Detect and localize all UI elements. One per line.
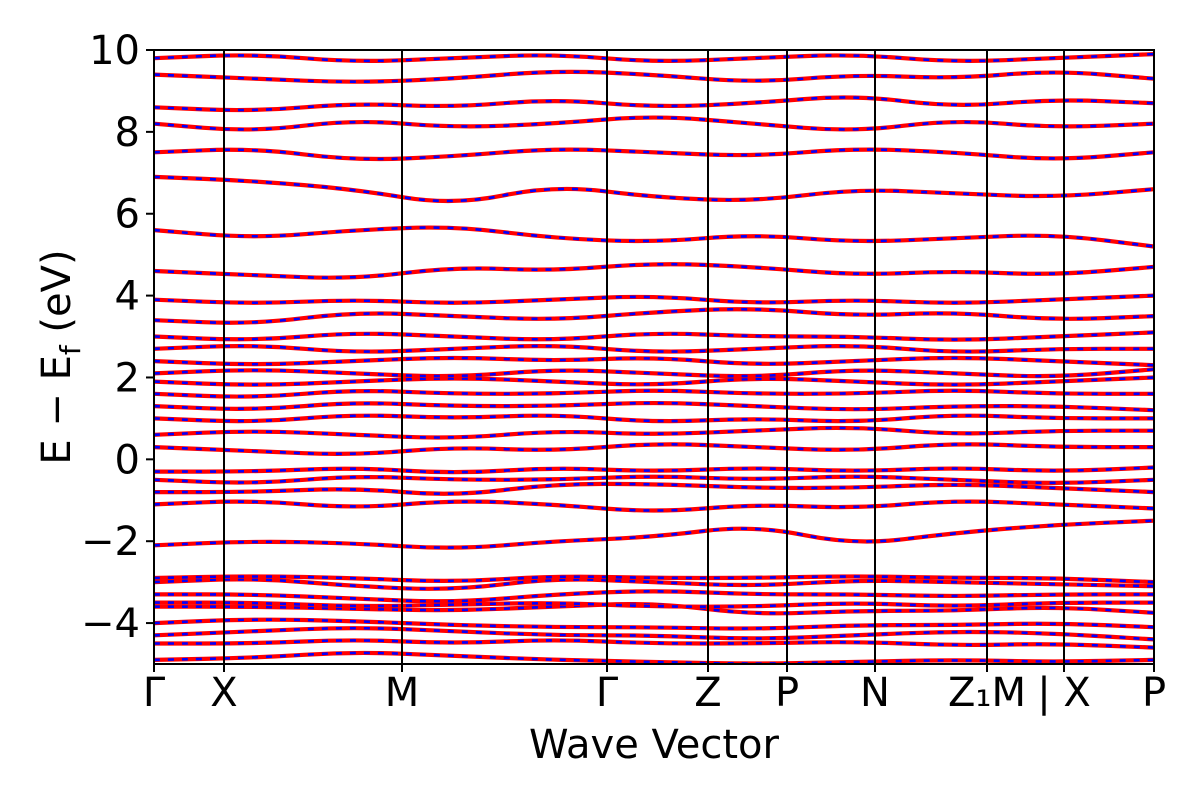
y-axis-label-tail: (eV) [34,249,80,345]
x-axis-label: Wave Vector [529,722,780,768]
band-line-red [154,375,1154,387]
x-tick-label: Γ [143,670,166,716]
x-tick-label: | X [1037,670,1091,716]
band-line-red [154,481,1154,496]
band-line-red [154,52,1154,64]
y-tick-label: −4 [81,601,140,647]
band-line-red [154,262,1154,280]
y-tick-label: 6 [115,192,140,238]
band-line-blue [154,175,1154,203]
band-line-blue [154,116,1154,131]
x-tick-label: Γ [596,670,619,716]
band-line-red [154,115,1154,132]
x-tick-label: M [385,670,420,716]
band-line-blue [154,389,1154,398]
band-line-red [154,442,1154,456]
band-line-blue [154,262,1154,279]
band-line-blue [154,356,1154,367]
band-line-blue [154,475,1154,485]
band-line-red [154,626,1154,642]
band-line-blue [154,414,1154,423]
band-line-blue [154,70,1154,83]
band-line-red [154,499,1154,513]
bands-layer [154,52,1154,664]
band-line-blue [154,618,1154,630]
band-line-red [154,518,1154,550]
x-tick-label: Z [694,670,721,716]
band-line-red [154,388,1154,399]
band-line-blue [154,148,1154,161]
band-line-red [154,225,1154,249]
band-line-blue [154,226,1154,248]
band-line-blue [154,602,1154,615]
band-line-red [154,147,1154,162]
y-tick-label: −2 [81,519,140,565]
x-tick-label: X [210,670,237,716]
band-line-red [154,293,1154,305]
band-line-blue [154,368,1154,378]
kpoint-lines [223,50,1065,664]
y-tick-label: 8 [115,110,140,156]
band-line-blue [154,590,1154,603]
y-axis: −4 −2 0 2 4 6 8 10 [81,28,154,647]
band-line-blue [154,601,1154,608]
band-line-blue [154,651,1154,664]
band-line-blue [154,52,1154,63]
y-tick-label: 10 [89,28,140,74]
y-tick-label: 2 [115,355,140,401]
band-line-blue [154,466,1154,474]
band-line-red [154,474,1154,485]
band-line-blue [154,500,1154,512]
x-tick-label: N [860,670,890,716]
band-line-red [154,465,1154,475]
band-line-red [154,307,1154,325]
band-line-blue [154,307,1154,325]
band-line-red [154,425,1154,440]
band-line-red [154,330,1154,342]
band-line-blue [154,578,1154,591]
band-line-red [154,69,1154,84]
y-axis-label: E − Ef (eV) [34,249,87,464]
band-line-blue [154,294,1154,305]
band-line-red [154,367,1154,379]
band-line-blue [154,626,1154,641]
band-line-blue [154,426,1154,439]
band-line-red [154,95,1154,113]
band-line-red [154,638,1154,650]
band-line-red [154,589,1154,604]
band-line-red [154,400,1154,413]
band-line-blue [154,519,1154,549]
band-line-blue [154,575,1154,584]
y-axis-label-main: E − E [34,355,80,465]
band-line-blue [154,482,1154,496]
band-line-blue [154,344,1154,353]
x-tick-label: Z₁M [948,670,1026,716]
band-line-blue [154,331,1154,341]
band-line-red [154,650,1154,664]
band-line-red [154,174,1154,204]
band-line-red [154,355,1154,368]
x-tick-label: P [1142,670,1166,716]
x-tick-label: P [775,670,799,716]
band-line-blue [154,401,1154,412]
band-line-blue [154,96,1154,112]
y-axis-label-sub: f [54,344,87,355]
band-line-blue [154,443,1154,456]
band-line-blue [154,639,1154,649]
band-line-red [154,413,1154,424]
plot-frame [153,49,1155,665]
band-line-red [154,343,1154,354]
y-tick-label: 0 [115,437,140,483]
band-line-red [154,577,1154,591]
y-tick-label: 4 [115,274,140,320]
band-line-blue [154,376,1154,386]
